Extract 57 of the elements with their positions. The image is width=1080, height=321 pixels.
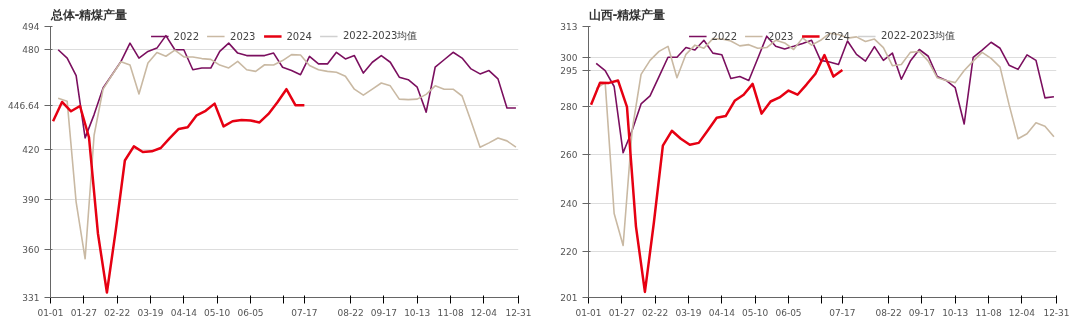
x-tick-label: 03-19 — [675, 307, 702, 318]
x-tick-label: 03-19 — [137, 307, 164, 318]
chart-title: 总体-精煤产量 — [49, 7, 128, 22]
y-tick-label: 360 — [22, 244, 40, 255]
x-tick-label: 10-13 — [404, 307, 431, 318]
x-tick-label: 11-08 — [437, 307, 464, 318]
y-tick-label: 480 — [22, 45, 40, 56]
y-tick-label: 240 — [560, 198, 578, 209]
legend-label: 2022 — [173, 30, 200, 42]
x-tick-label: 11-08 — [975, 307, 1002, 318]
legend-label: 2023 — [768, 30, 794, 42]
x-tick-label: 12-04 — [1008, 307, 1036, 318]
x-tick-label: 07-17 — [291, 307, 318, 318]
x-tick-label: 09-17 — [908, 307, 935, 318]
x-tick-label: 12-04 — [470, 307, 498, 318]
y-tick-label: 331 — [22, 293, 40, 303]
x-tick-label: 02-22 — [642, 307, 669, 318]
x-tick-label: 01-01 — [37, 307, 64, 318]
x-tick-label: 07-17 — [829, 307, 856, 318]
x-tick-label: 08-22 — [337, 307, 364, 318]
x-tick-label: 01-27 — [70, 307, 97, 318]
x-tick-label: 12-31 — [505, 307, 532, 318]
line-series — [595, 32, 1055, 247]
y-tick-label: 313 — [560, 22, 578, 32]
x-tick-label: 04-14 — [708, 307, 736, 318]
x-tick-label: 08-22 — [875, 307, 902, 318]
legend-label: 2024 — [286, 30, 312, 42]
legend-label: 2022-2023均值 — [342, 29, 418, 43]
x-tick-label: 02-22 — [104, 307, 131, 318]
y-tick-label: 300 — [560, 53, 578, 64]
x-tick-label: 06-05 — [775, 307, 802, 318]
x-tick-label: 04-14 — [170, 307, 198, 318]
legend-label: 2022 — [711, 30, 738, 42]
y-tick-label: 280 — [560, 101, 578, 112]
y-tick-label: 260 — [560, 150, 578, 161]
chart-title: 山西-精煤产量 — [588, 7, 666, 22]
y-tick-label: 446.64 — [8, 100, 40, 111]
y-tick-label: 295 — [560, 65, 578, 76]
y-tick-label: 220 — [560, 247, 578, 258]
x-tick-label: 09-17 — [370, 307, 397, 318]
line-series — [589, 53, 844, 294]
legend-label: 2023 — [230, 30, 256, 42]
x-tick-label: 10-13 — [942, 307, 969, 318]
legend-label: 2024 — [824, 30, 850, 42]
x-tick-label: 05-10 — [742, 307, 769, 318]
x-tick-label: 01-01 — [575, 307, 602, 318]
line-series — [57, 49, 517, 260]
y-tick-label: 201 — [560, 293, 578, 303]
x-tick-label: 06-05 — [237, 307, 264, 318]
y-tick-label: 494 — [22, 22, 40, 32]
legend-label: 2022-2023均值 — [880, 29, 956, 43]
y-tick-label: 420 — [22, 145, 40, 156]
x-tick-label: 05-10 — [204, 307, 231, 318]
x-tick-label: 01-27 — [608, 307, 635, 318]
x-tick-label: 12-31 — [1043, 307, 1070, 318]
y-tick-label: 390 — [22, 194, 40, 205]
line-series — [51, 87, 306, 294]
